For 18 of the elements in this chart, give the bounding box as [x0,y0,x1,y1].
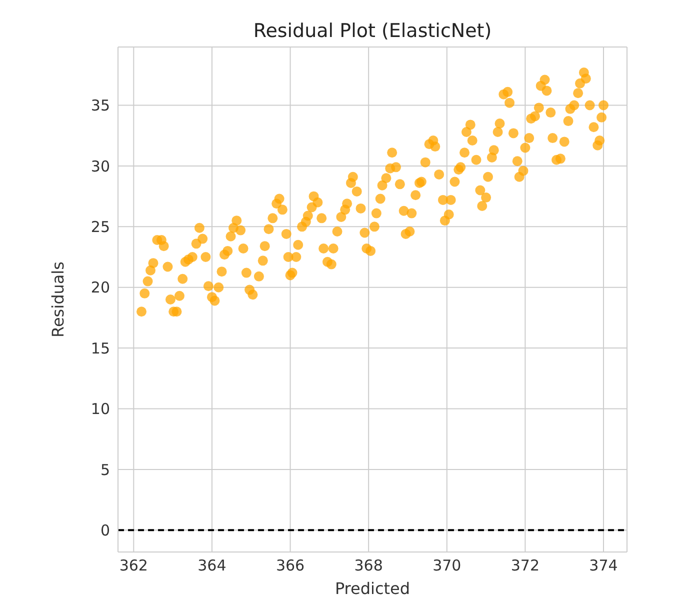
y-tick-label: 35 [90,96,110,115]
x-tick-label: 372 [510,556,540,575]
x-tick-label: 364 [198,556,226,575]
y-tick-label: 10 [90,400,110,418]
x-tick-label: 366 [276,556,305,575]
x-axis-title: Predicted [334,579,410,598]
y-tick-label: 25 [90,218,110,236]
y-tick-label: 5 [100,460,110,479]
y-tick-label: 0 [100,521,110,540]
x-tick-label: 374 [589,556,618,575]
y-axis-title: Residuals [48,262,68,338]
y-tick-label: 20 [90,278,110,297]
y-tick-label: 30 [90,157,110,176]
chart-title: Residual Plot (ElasticNet) [252,20,493,42]
x-tick-label: 370 [432,556,462,575]
x-tick-label: 362 [119,556,148,575]
x-tick-label: 368 [354,556,383,575]
y-tick-label: 15 [90,339,110,358]
